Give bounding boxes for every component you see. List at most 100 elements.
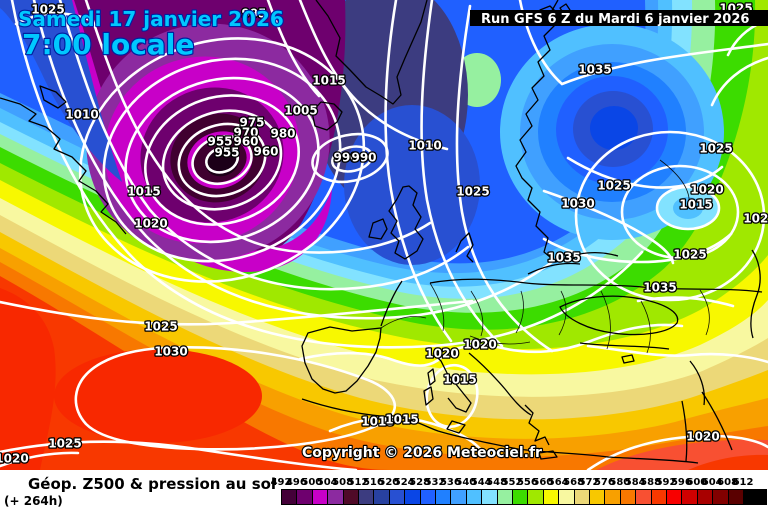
colorbar-tick-label: 496 [285, 477, 307, 488]
colorbar-tick-label: 532 [424, 477, 446, 488]
pressure-label: 955 [207, 135, 232, 149]
run-info-bar [470, 10, 768, 26]
pressure-label: 1025 [31, 3, 64, 17]
colorbar-cell [327, 489, 344, 505]
colorbar-cell [727, 489, 744, 505]
colorbar-tick-label: 588 [640, 477, 662, 488]
colorbar-cell [542, 489, 560, 505]
colorbar-tick-label: 584 [624, 477, 646, 488]
coastlines [0, 0, 763, 464]
colorbar-cell [296, 489, 313, 505]
colorbar-cell [527, 489, 544, 505]
pressure-label: 955 [214, 146, 239, 160]
pressure-label: 960 [253, 145, 278, 159]
pressure-label: 1015 [385, 413, 418, 427]
colorbar-cell [635, 489, 652, 505]
pressure-label: 1015 [312, 74, 345, 88]
pressure-label: 1020 [690, 183, 723, 197]
pressure-label: 1025 [144, 320, 177, 334]
colorbar-cell [450, 489, 467, 505]
colorbar-tick-label: 580 [609, 477, 631, 488]
valid-date-text: Samedi 17 janvier 2026 [18, 7, 284, 31]
colorbar-cell [712, 489, 729, 505]
colorbar-cell [419, 489, 436, 505]
colorbar-tick-label: 576 [593, 477, 615, 488]
run-info-text: Run GFS 6 Z du Mardi 6 janvier 2026 [481, 12, 749, 27]
colorbar-tick-label: 604 [701, 477, 723, 488]
colorbar-tick-label: 560 [532, 477, 554, 488]
colorbar-tick-label: 600 [686, 477, 708, 488]
pressure-label: 1015 [127, 185, 160, 199]
colorbar-tick-label: 564 [547, 477, 569, 488]
pressure-label: 1015 [361, 415, 394, 429]
pressure-label: 1010 [408, 139, 441, 153]
pressure-label: 1025 [743, 212, 768, 226]
colorbar-cell [281, 489, 298, 505]
pressure-label: 1020 [425, 347, 458, 361]
colorbar-tick-label: 544 [470, 477, 492, 488]
pressure-label: 1025 [597, 179, 630, 193]
colorbar-cell [388, 489, 406, 505]
pressure-label: 1025 [456, 185, 489, 199]
pressure-label: 990 [351, 151, 376, 165]
colorbar-tick-label: 492 [270, 477, 292, 488]
pressure-label: 1020 [134, 217, 167, 231]
pressure-label: 1020 [686, 430, 719, 444]
pressure-label: 1035 [578, 63, 611, 77]
colorbar-tick-label: 512 [347, 477, 369, 488]
colorbar-tick-label: 500 [301, 477, 323, 488]
colorbar-cell [311, 489, 329, 505]
copyright-text: Copyright © 2026 Meteociel.fr [302, 445, 542, 461]
pressure-label: 1015 [443, 373, 476, 387]
colorbar-cell [589, 489, 606, 505]
colorbar-tick-label: 556 [516, 477, 538, 488]
colorbar-cell [650, 489, 667, 505]
colorbar-tick-label: 536 [439, 477, 461, 488]
colorbar-cell [604, 489, 621, 505]
pressure-label: 975 [239, 116, 264, 130]
colorbar-tick-label: 572 [578, 477, 600, 488]
pressure-label: 995 [241, 7, 266, 21]
pressure-label: 1035 [547, 251, 580, 265]
colorbar-cell [696, 489, 714, 505]
colorbar-tick-label: 592 [655, 477, 677, 488]
colorbar-tick-label: 528 [409, 477, 431, 488]
colorbar-cell [373, 489, 390, 505]
pressure-label: 960 [233, 135, 258, 149]
colorbar-cell [573, 489, 590, 505]
colorbar-cell [481, 489, 498, 505]
colorbar-tick-label: 520 [378, 477, 400, 488]
colorbar-overflow-cell [743, 489, 767, 505]
pressure-label: 1020 [463, 338, 496, 352]
pressure-label: 1030 [561, 197, 594, 211]
colorbar-cell [512, 489, 529, 505]
pressure-label: 1025 [48, 437, 81, 451]
pressure-label: 1015 [679, 198, 712, 212]
colorbar-cell [404, 489, 421, 505]
valid-time-text: 7:00 locale [22, 28, 194, 61]
pressure-label: 1020 [0, 452, 29, 466]
legend-lead-time: (+ 264h) [4, 494, 63, 508]
colorbar-cell [558, 489, 575, 505]
colorbar-tick-label: 596 [670, 477, 692, 488]
colorbar-cell [619, 489, 637, 505]
contour-lines [0, 0, 768, 470]
pressure-label: 980 [270, 127, 295, 141]
pressure-label: 1025 [673, 248, 706, 262]
legend-title: Géop. Z500 & pression au sol [28, 475, 277, 493]
pressure-label: 1010 [65, 108, 98, 122]
colorbar-tick-label: 548 [486, 477, 508, 488]
colorbar-cell [666, 489, 683, 505]
colorbar-tick-label: 508 [332, 477, 354, 488]
colorbar-tick-label: 552 [501, 477, 523, 488]
pressure-label: 970 [233, 126, 258, 140]
colorbar-cell [465, 489, 483, 505]
pressure-label: 990 [333, 151, 358, 165]
legend-bar: Géop. Z500 & pression au sol (+ 264h) 49… [0, 470, 768, 512]
colorbar-tick-label: 612 [732, 477, 754, 488]
colorbar-cell [681, 489, 698, 505]
pressure-label: 1005 [284, 104, 317, 118]
colorbar-tick-label: 516 [362, 477, 384, 488]
